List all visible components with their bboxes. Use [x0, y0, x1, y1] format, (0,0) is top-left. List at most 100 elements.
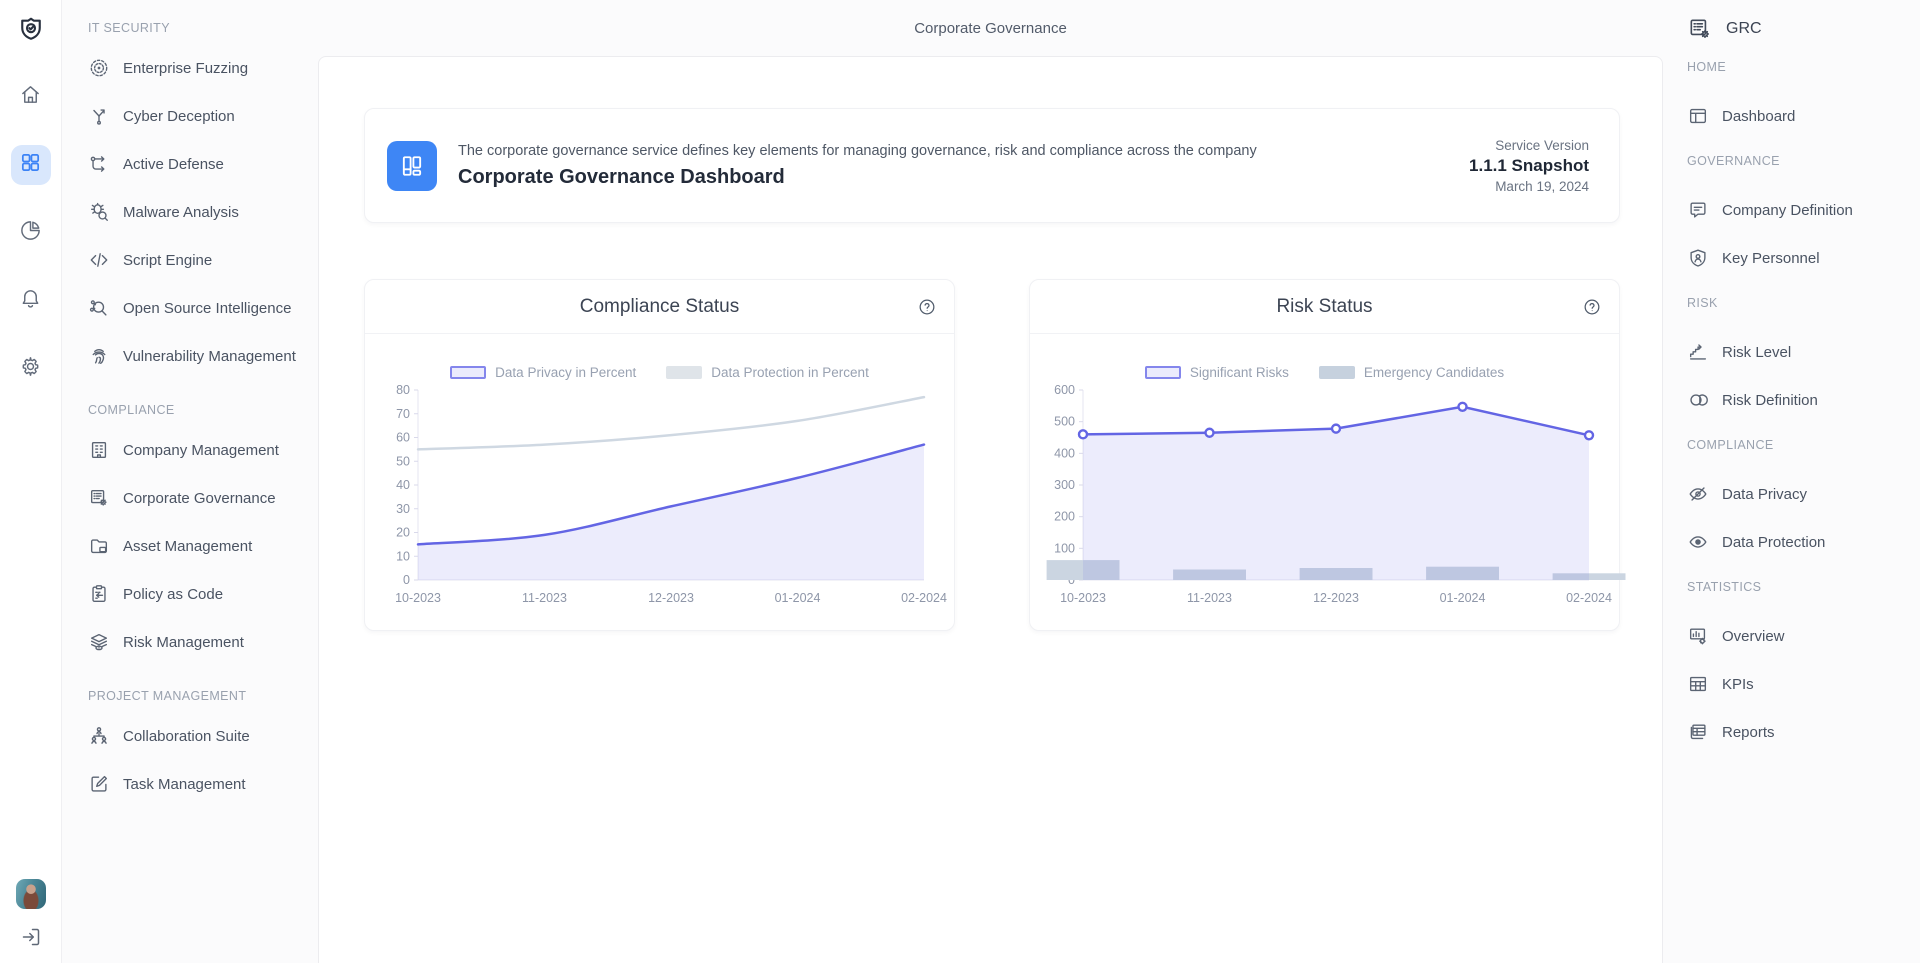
- legend-swatch: [450, 365, 487, 379]
- chart-legend: Data Privacy in Percent Data Protection i…: [365, 364, 954, 380]
- section-header-it-security: IT SECURITY: [88, 21, 170, 35]
- version-label: Service Version: [1495, 137, 1589, 153]
- list-gear-icon: [88, 487, 110, 509]
- section-header-home: HOME: [1687, 60, 1727, 74]
- sidebar-item-collaboration-suite[interactable]: Collaboration Suite: [88, 712, 308, 760]
- legend-item-significant-risks[interactable]: Significant Risks: [1144, 364, 1289, 380]
- sidebar-item-active-defense[interactable]: Active Defense: [88, 140, 308, 188]
- legend-item-data-privacy-in-percent[interactable]: Data Privacy in Percent: [450, 364, 636, 380]
- service-version-block: Service Version 1.1.1 Snapshot March 19,…: [1469, 138, 1589, 194]
- sidebar-item-kpis[interactable]: KPIs: [1687, 660, 1910, 708]
- sidebar-item-vulnerability-management[interactable]: Vulnerability Management: [88, 332, 308, 380]
- sidebar-item-corporate-governance[interactable]: Corporate Governance: [88, 474, 308, 522]
- risk-chart: 010020030040050060010-202311-202312-2023…: [1046, 383, 1625, 605]
- shield-person-icon: [1687, 247, 1709, 269]
- sidebar-item-reports[interactable]: Reports: [1687, 708, 1910, 756]
- sidebar-item-overview[interactable]: Overview: [1687, 612, 1910, 660]
- rail-button-settings[interactable]: [11, 349, 51, 389]
- bell-icon: [19, 287, 42, 315]
- legend-label: Significant Risks: [1189, 364, 1289, 380]
- risk-status-card: Risk Status Significant Risks Emergency C…: [1029, 279, 1625, 631]
- legend-item-data-protection-in-percent[interactable]: Data Protection in Percent: [666, 364, 869, 380]
- svg-text:01-2024: 01-2024: [774, 591, 820, 605]
- sidebar-item-company-management[interactable]: Company Management: [88, 426, 308, 474]
- sidebar-item-risk-management[interactable]: Risk Management: [88, 618, 308, 666]
- sidebar-item-malware-analysis[interactable]: Malware Analysis: [88, 188, 308, 236]
- home-icon: [19, 83, 42, 111]
- sidebar-item-asset-management[interactable]: Asset Management: [88, 522, 308, 570]
- bug-search-icon: [88, 201, 110, 223]
- service-description: The corporate governance service defines…: [458, 142, 1257, 159]
- sidebar-item-cyber-deception[interactable]: Cyber Deception: [88, 92, 308, 140]
- svg-text:20: 20: [396, 526, 410, 540]
- table-icon: [1687, 673, 1709, 695]
- sidebar-item-enterprise-fuzzing[interactable]: Enterprise Fuzzing: [88, 44, 308, 92]
- sidebar-item-task-management[interactable]: Task Management: [88, 760, 308, 808]
- center-column: Corporate Governance The corporate gover…: [318, 0, 1663, 963]
- svg-text:30: 30: [396, 502, 410, 516]
- legend-swatch: [1318, 365, 1355, 379]
- svg-text:200: 200: [1054, 510, 1075, 524]
- split-circles-icon: [1687, 389, 1709, 411]
- icon-rail: [0, 0, 62, 963]
- rail-button-home[interactable]: [11, 77, 51, 117]
- code-icon: [88, 249, 110, 271]
- svg-text:500: 500: [1054, 415, 1075, 429]
- help-icon[interactable]: [1582, 297, 1602, 317]
- chart-title-risk: Risk Status: [1276, 295, 1373, 317]
- sidebar-item-risk-level[interactable]: Risk Level: [1687, 328, 1910, 376]
- svg-text:400: 400: [1054, 446, 1075, 460]
- square-pencil-icon: [88, 773, 110, 795]
- right-sidebar: GRC HOME Dashboard GOVERNANCE: [1663, 0, 1920, 963]
- rail-button-notifications[interactable]: [11, 281, 51, 321]
- section-header-governance: GOVERNANCE: [1687, 154, 1780, 168]
- sidebar-item-script-engine[interactable]: Script Engine: [88, 236, 308, 284]
- section-header-compliance: COMPLIANCE: [88, 403, 175, 417]
- search-network-icon: [88, 297, 110, 319]
- chart-legend: Significant Risks Emergency Candidates: [1030, 364, 1619, 380]
- section-header-project-management: PROJECT MANAGEMENT: [88, 689, 247, 703]
- sidebar-item-company-definition[interactable]: Company Definition: [1687, 186, 1910, 234]
- folder-box-icon: [88, 535, 110, 557]
- service-header-card: The corporate governance service defines…: [364, 108, 1620, 223]
- eye-icon: [1687, 531, 1709, 553]
- building-icon: [88, 439, 110, 461]
- layers-eye-icon: [88, 631, 110, 653]
- legend-label: Data Privacy in Percent: [495, 364, 637, 380]
- svg-text:600: 600: [1054, 383, 1075, 397]
- sidebar-item-open-source-intelligence[interactable]: Open Source Intelligence: [88, 284, 308, 332]
- svg-text:80: 80: [396, 383, 410, 397]
- branch-y-icon: [88, 105, 110, 127]
- fingerprint-icon: [88, 345, 110, 367]
- svg-text:10-2023: 10-2023: [1060, 591, 1106, 605]
- sidebar-item-key-personnel[interactable]: Key Personnel: [1687, 234, 1910, 282]
- clipboard-arrow-icon: [88, 583, 110, 605]
- svg-text:70: 70: [396, 407, 410, 421]
- rail-button-statistics[interactable]: [11, 213, 51, 253]
- rail-button-apps[interactable]: [10, 145, 51, 185]
- logout-icon[interactable]: [19, 925, 43, 949]
- help-icon[interactable]: [917, 297, 937, 317]
- svg-text:12-2023: 12-2023: [1313, 591, 1359, 605]
- chart-title-compliance: Compliance Status: [579, 295, 740, 317]
- sidebar-item-data-privacy[interactable]: Data Privacy: [1687, 470, 1910, 518]
- sidebar-item-dashboard[interactable]: Dashboard: [1687, 92, 1910, 140]
- org-people-icon: [88, 725, 110, 747]
- svg-text:02-2024: 02-2024: [901, 591, 947, 605]
- svg-text:11-2023: 11-2023: [522, 591, 567, 605]
- compliance-status-card: Compliance Status Data Privacy in Percen…: [364, 279, 955, 631]
- legend-item-emergency-candidates[interactable]: Emergency Candidates: [1318, 364, 1504, 380]
- service-title: Corporate Governance Dashboard: [458, 165, 785, 188]
- legend-swatch: [666, 365, 703, 379]
- stairs-icon: [1687, 341, 1709, 363]
- stacked-tables-icon: [1687, 721, 1709, 743]
- sidebar-item-policy-as-code[interactable]: Policy as Code: [88, 570, 308, 618]
- topbar: Corporate Governance: [318, 0, 1663, 56]
- user-avatar[interactable]: [15, 879, 46, 909]
- section-header-statistics: STATISTICS: [1687, 580, 1762, 594]
- grc-brand[interactable]: GRC: [1687, 12, 1910, 46]
- svg-text:60: 60: [396, 431, 410, 445]
- sidebar-item-risk-definition[interactable]: Risk Definition: [1687, 376, 1910, 424]
- sidebar-item-data-protection[interactable]: Data Protection: [1687, 518, 1910, 566]
